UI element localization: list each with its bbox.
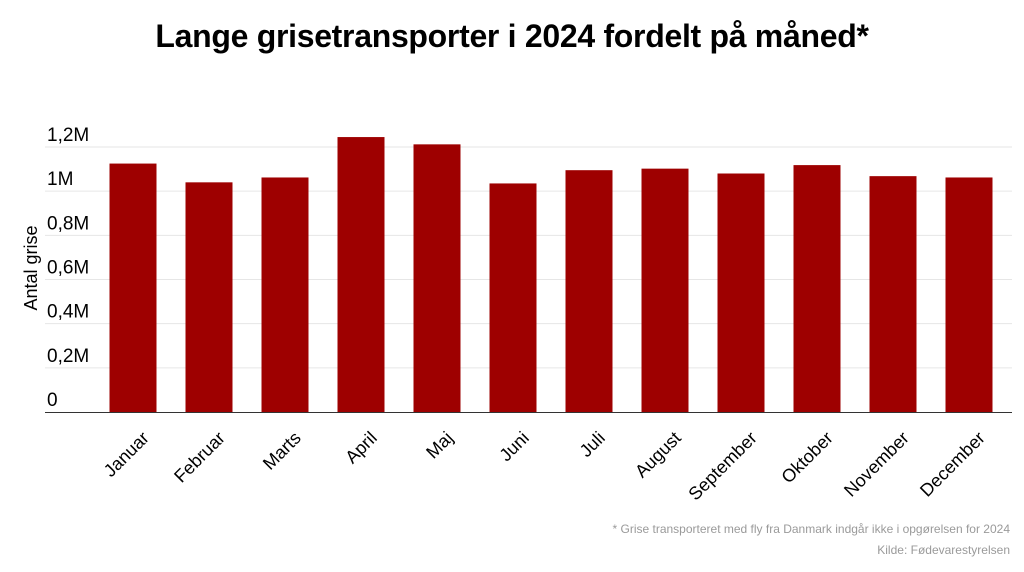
- x-tick-label: Marts: [259, 428, 305, 474]
- x-tick-label: August: [631, 428, 685, 482]
- bar-juli: [565, 170, 613, 412]
- y-tick-label: 0,2M: [47, 346, 89, 367]
- x-tick-label: December: [916, 428, 989, 501]
- bar-september: [717, 173, 765, 412]
- footnote: * Grise transporteret med fly fra Danmar…: [612, 522, 1010, 536]
- source-note: Kilde: Fødevarestyrelsen: [877, 543, 1010, 557]
- bar-maj: [413, 144, 461, 412]
- bar-juni: [489, 183, 537, 412]
- bar-december: [945, 177, 993, 412]
- x-tick-label: April: [341, 428, 381, 468]
- bar-oktober: [793, 165, 841, 412]
- x-tick-label: Juli: [576, 428, 609, 461]
- y-tick-label: 0: [47, 390, 58, 411]
- y-axis-label: Antal grise: [21, 225, 41, 310]
- x-tick-label: Juni: [495, 428, 532, 465]
- x-tick-label: Maj: [422, 428, 457, 463]
- bar-februar: [185, 182, 233, 412]
- chart-title: Lange grisetransporter i 2024 fordelt på…: [155, 18, 869, 54]
- y-tick-label: 0,8M: [47, 213, 89, 234]
- y-tick-label: 0,4M: [47, 302, 89, 323]
- x-tick-label: Oktober: [777, 428, 836, 487]
- x-tick-labels: Januar Februar Marts April Maj Juni Juli August…: [100, 428, 989, 504]
- x-tick-label: Januar: [100, 428, 153, 481]
- bars: [109, 137, 993, 412]
- bar-august: [641, 168, 689, 412]
- bar-marts: [261, 177, 309, 412]
- y-tick-label: 0,6M: [47, 258, 89, 279]
- x-tick-label: Februar: [170, 428, 229, 487]
- y-tick-labels: 0 0,2M 0,4M 0,6M 0,8M 1M 1,2M: [47, 125, 89, 411]
- bar-april: [337, 137, 385, 412]
- y-tick-label: 1,2M: [47, 125, 89, 146]
- bar-november: [869, 176, 917, 412]
- x-tick-label: November: [840, 428, 913, 501]
- bar-januar: [109, 163, 157, 412]
- y-tick-label: 1M: [47, 169, 73, 190]
- x-tick-label: September: [684, 428, 760, 504]
